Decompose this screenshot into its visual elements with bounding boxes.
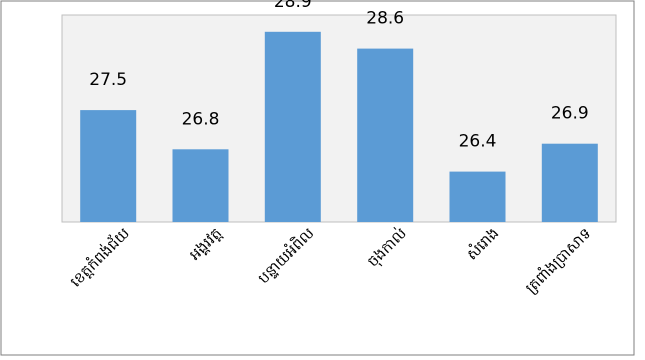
bars-group <box>80 31 598 222</box>
data-label-5: 26.9 <box>551 104 589 124</box>
bar-4 <box>449 171 506 222</box>
data-label-3: 28.6 <box>366 9 404 29</box>
bar-3 <box>357 48 414 222</box>
data-label-0: 27.5 <box>89 70 127 90</box>
bar-0 <box>80 110 137 222</box>
bar-1 <box>172 149 229 222</box>
data-label-4: 26.4 <box>459 132 497 152</box>
bar-2 <box>264 31 321 222</box>
data-labels-group: 27.5 26.8 28.9 28.6 26.4 26.9 <box>89 0 588 152</box>
bar-5 <box>541 143 598 222</box>
data-label-1: 26.8 <box>182 109 220 129</box>
data-label-2: 28.9 <box>274 0 312 12</box>
plot-area <box>61 14 617 223</box>
